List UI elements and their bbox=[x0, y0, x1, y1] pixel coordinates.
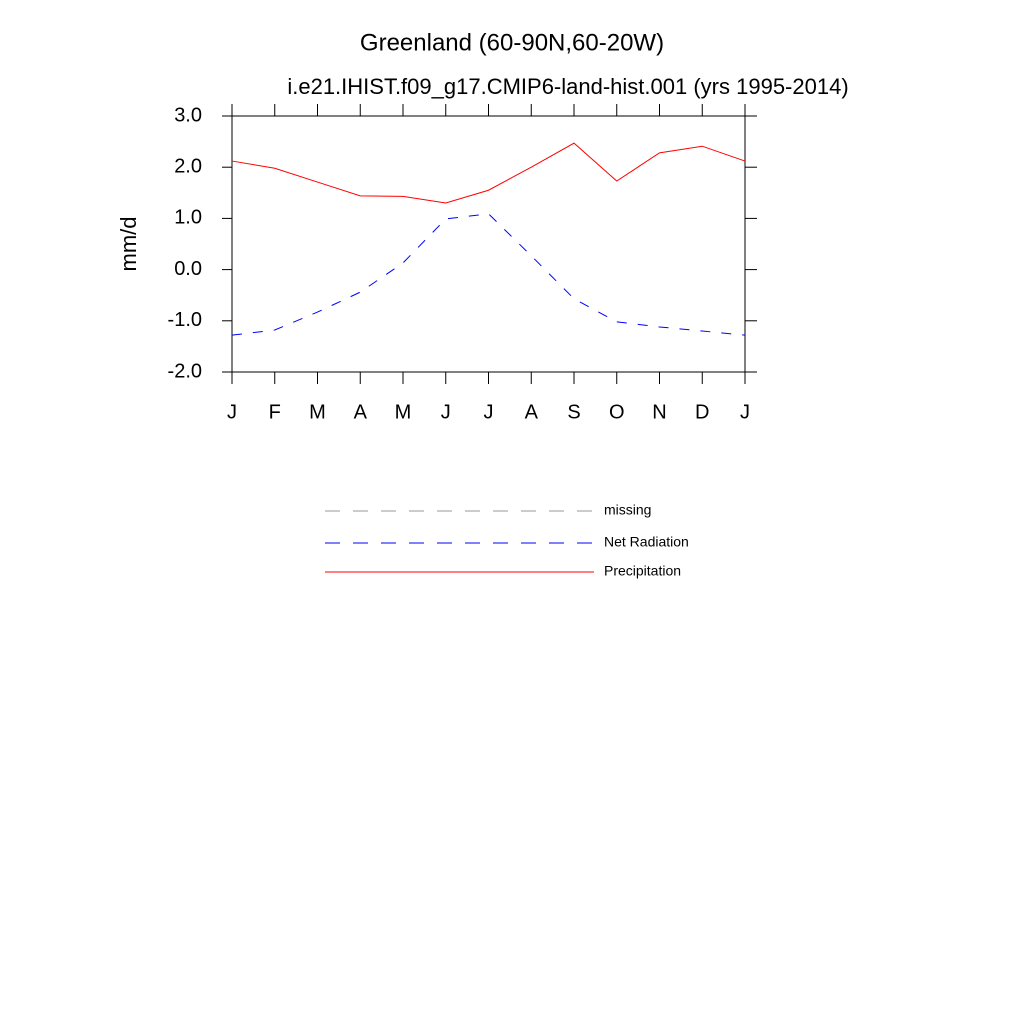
x-tick-label: O bbox=[609, 401, 625, 423]
y-axis-label: mm/d bbox=[116, 217, 141, 272]
plot-frame bbox=[231, 115, 746, 373]
x-tick-label: J bbox=[484, 401, 494, 423]
y-tick-label: 3.0 bbox=[174, 104, 202, 126]
legend-label: Precipitation bbox=[604, 563, 681, 579]
y-tick-label: 1.0 bbox=[174, 207, 202, 229]
x-tick-label: S bbox=[567, 401, 580, 423]
x-tick-label: D bbox=[695, 401, 709, 423]
series-line bbox=[231, 213, 746, 336]
chart-subtitle: i.e21.IHIST.f09_g17.CMIP6-land-hist.001 … bbox=[287, 74, 848, 99]
series-line bbox=[231, 142, 746, 204]
x-tick-label: M bbox=[395, 401, 412, 423]
x-tick-label: J bbox=[740, 401, 750, 423]
x-tick-label: A bbox=[354, 401, 368, 423]
x-tick-label: A bbox=[525, 401, 539, 423]
x-tick-label: J bbox=[227, 401, 237, 423]
x-tick-label: J bbox=[441, 401, 451, 423]
y-tick-label: 2.0 bbox=[174, 155, 202, 177]
y-tick-label: -1.0 bbox=[168, 309, 202, 331]
legend-label: Net Radiation bbox=[604, 534, 689, 550]
y-tick-label: -2.0 bbox=[168, 360, 202, 382]
x-tick-label: M bbox=[309, 401, 326, 423]
x-tick-label: N bbox=[652, 401, 666, 423]
x-tick-label: F bbox=[269, 401, 281, 423]
y-tick-label: 0.0 bbox=[174, 258, 202, 280]
legend-label: missing bbox=[604, 502, 651, 518]
chart-title: Greenland (60-90N,60-20W) bbox=[360, 29, 664, 56]
